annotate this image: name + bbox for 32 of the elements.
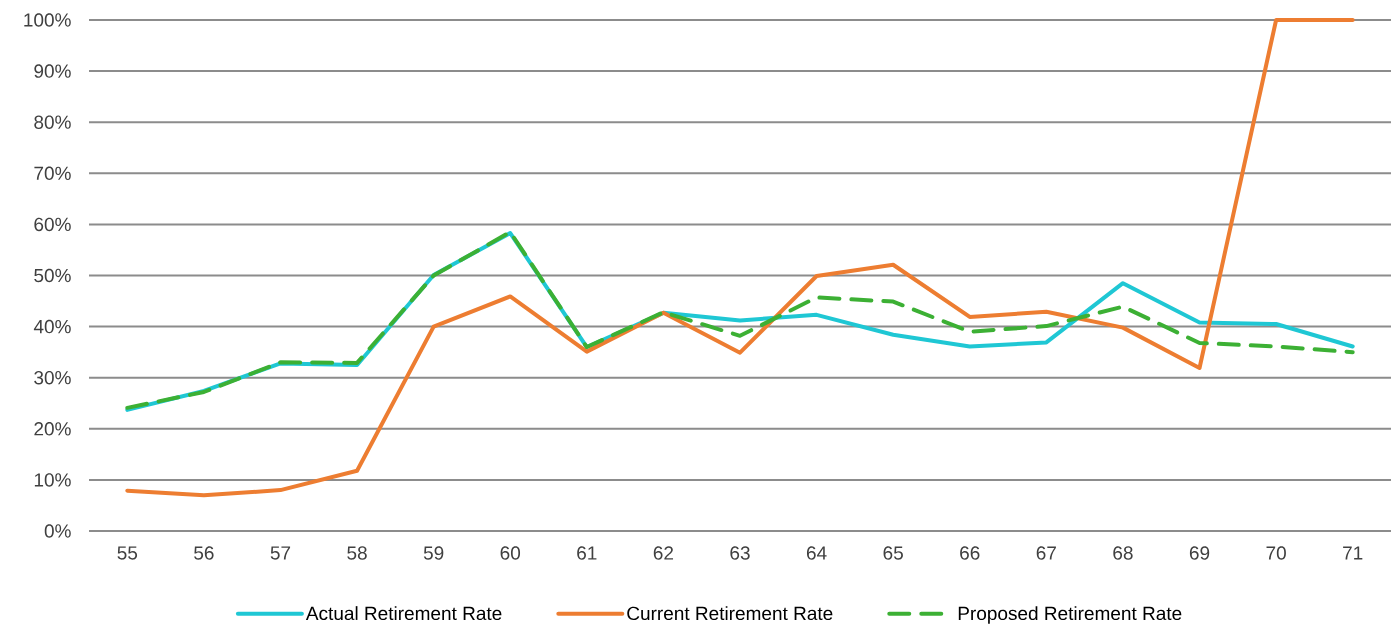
x-tick-label: 58: [347, 546, 367, 560]
y-tick-label: 60%: [34, 217, 71, 232]
y-tick-label: 40%: [33, 319, 71, 334]
y-tick-label: 50%: [34, 268, 71, 283]
y-tick-label: 90%: [34, 64, 71, 78]
y-tick-label: 20%: [34, 422, 71, 436]
x-tick-label: 64: [806, 546, 827, 560]
legend-label: Current Retirement Rate: [627, 606, 833, 621]
x-tick-label: 67: [1036, 546, 1056, 560]
x-tick-label: 62: [653, 546, 674, 560]
y-tick-label: 100%: [24, 13, 71, 27]
x-tick-label: 66: [960, 546, 980, 560]
legend-label: Actual Retirement Rate: [305, 606, 502, 621]
y-tick-label: 10%: [34, 473, 71, 487]
x-tick-label: 61: [577, 546, 597, 560]
x-tick-label: 65: [883, 546, 903, 560]
y-tick-label: 0%: [44, 524, 71, 538]
x-tick-label: 63: [730, 546, 750, 560]
x-tick-label: 68: [1113, 546, 1133, 560]
x-tick-label: 56: [194, 546, 214, 560]
y-tick-label: 70%: [34, 166, 71, 181]
line-series: [125, 18, 1355, 498]
x-tick-label: 55: [117, 546, 138, 560]
y-tick-label: 30%: [34, 370, 71, 385]
x-tick-label: 59: [423, 546, 444, 560]
x-tick-label: 69: [1189, 546, 1210, 560]
x-tick-label: 60: [500, 546, 521, 560]
y-tick-label: 80%: [34, 115, 71, 129]
x-tick-label: 57: [270, 546, 291, 560]
x-tick-label: 70: [1266, 546, 1286, 560]
x-tick-label: 71: [1343, 546, 1363, 560]
legend-label: Proposed Retirement Rate: [958, 606, 1182, 624]
